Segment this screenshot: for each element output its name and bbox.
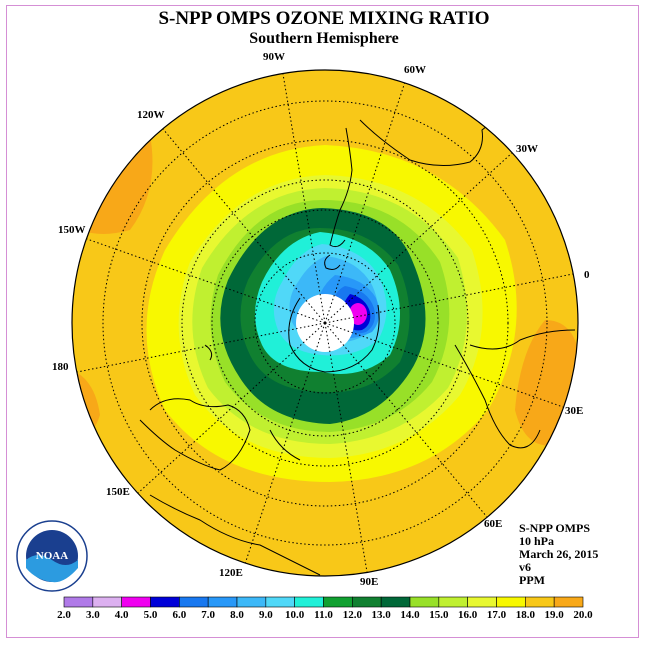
meridian-labels: 90W 60W 30W 0 30E 60E 90E 120E 150E 180 … <box>52 51 590 588</box>
colorbar-label: 7.0 <box>201 609 215 621</box>
africa-south <box>469 329 576 350</box>
colorbar-swatch <box>496 596 526 608</box>
info-version: v6 <box>519 560 531 574</box>
colorbar: 2.0 3.0 4.0 5.0 6.0 7.0 8.0 9.0 10.0 11.0 12.0 13.0… <box>57 596 593 621</box>
meridian-label: 90E <box>360 576 378 588</box>
coastlines <box>139 109 576 576</box>
colorbar-swatch <box>179 596 209 608</box>
info-date: March 26, 2015 <box>519 547 599 561</box>
new-zealand <box>204 344 213 361</box>
colorbar-label: 18.0 <box>516 609 536 621</box>
meridian-label: 30E <box>565 405 583 417</box>
meridian-label: 180 <box>52 361 69 373</box>
info-product: S-NPP OMPS <box>519 521 590 535</box>
colorbar-swatch <box>236 596 267 608</box>
meridian-label: 90W <box>263 51 285 63</box>
meridian-label: 150W <box>58 224 86 236</box>
graticule <box>72 73 578 573</box>
meridian-label: 60W <box>404 64 426 76</box>
map-title: S-NPP OMPS OZONE MIXING RATIO <box>158 8 490 29</box>
colorbar-label: 4.0 <box>115 609 129 621</box>
noaa-logo-text: NOAA <box>36 550 68 562</box>
colorbar-swatch <box>207 596 238 608</box>
meridian-label: 30W <box>516 143 538 155</box>
info-units: PPM <box>519 573 545 587</box>
colorbar-swatch <box>380 596 411 608</box>
indonesia-coast <box>149 494 321 576</box>
colorbar-label: 16.0 <box>458 609 478 621</box>
colorbar-swatch <box>467 596 497 608</box>
colorbar-swatch <box>150 596 180 608</box>
colorbar-label: 15.0 <box>429 609 449 621</box>
colorbar-swatch <box>92 596 122 608</box>
noaa-logo: NOAA <box>16 520 88 592</box>
colorbar-label: 20.0 <box>573 609 593 621</box>
antarctic-peninsula <box>324 254 341 270</box>
colorbar-label: 13.0 <box>372 609 392 621</box>
colorbar-label: 17.0 <box>487 609 507 621</box>
globe-outline <box>71 69 579 577</box>
indian-ocean-islands <box>269 429 301 461</box>
colorbar-swatch <box>438 596 468 608</box>
meridian-label: 150E <box>106 486 130 498</box>
info-level: 10 hPa <box>519 534 555 548</box>
colorbar-label: 5.0 <box>144 609 158 621</box>
colorbar-swatch <box>323 596 353 608</box>
colorbar-label: 19.0 <box>545 609 565 621</box>
colorbar-swatch <box>121 596 151 608</box>
colorbar-label: 3.0 <box>86 609 100 621</box>
south-america-west-coast <box>329 127 353 248</box>
colorbar-label: 12.0 <box>343 609 363 621</box>
colorbar-label: 14.0 <box>400 609 420 621</box>
ozone-field <box>72 70 578 576</box>
colorbar-swatch <box>294 596 324 608</box>
south-pole-marker <box>323 321 327 325</box>
australia-coast <box>139 398 251 471</box>
meridian-label: 120E <box>219 567 243 579</box>
colorbar-label: 11.0 <box>314 609 333 621</box>
colorbar-swatch <box>352 596 382 608</box>
colorbar-label: 10.0 <box>285 609 305 621</box>
colorbar-swatch <box>553 596 584 608</box>
meridian-label: 120W <box>137 109 165 121</box>
map-frame <box>6 5 639 638</box>
antarctica-coast <box>288 297 380 373</box>
colorbar-label: 6.0 <box>172 609 186 621</box>
colorbar-swatch <box>265 596 295 608</box>
colorbar-label: 9.0 <box>259 609 273 621</box>
colorbar-swatch <box>63 596 94 608</box>
colorbar-swatch <box>409 596 440 608</box>
colorbar-swatch <box>525 596 555 608</box>
map-subtitle: Southern Hemisphere <box>249 30 399 47</box>
colorbar-label: 8.0 <box>230 609 244 621</box>
meridian-label: 60E <box>484 518 502 530</box>
meridian-label: 0 <box>584 269 590 281</box>
africa-coast <box>454 344 541 449</box>
colorbar-label: 2.0 <box>57 609 71 621</box>
